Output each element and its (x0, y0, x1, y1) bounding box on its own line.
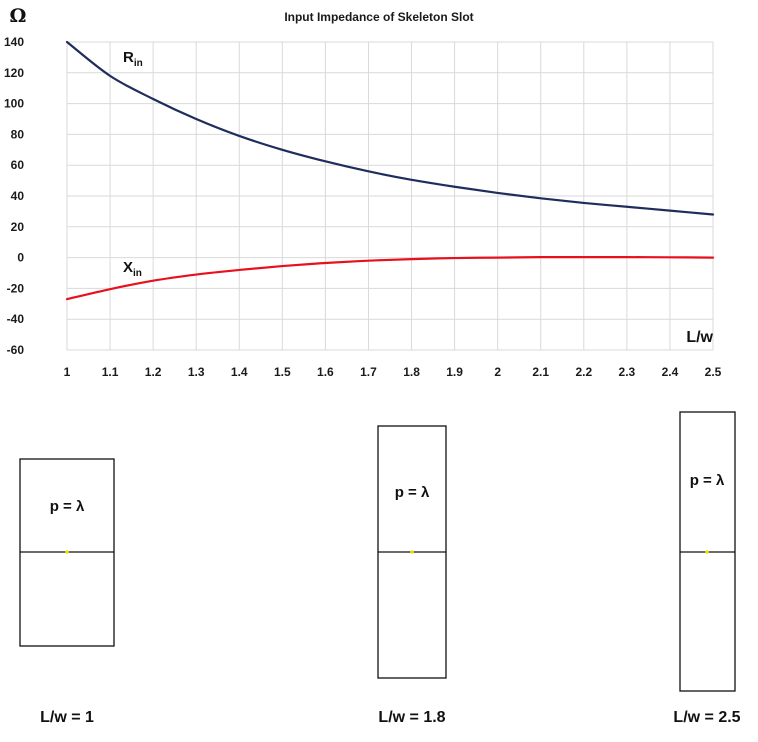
slot-caption: L/w = 1.8 (378, 709, 445, 726)
y-tick-label: 140 (4, 35, 24, 49)
x-axis-label: L/w (686, 329, 713, 346)
x-tick-label: 1.2 (145, 365, 162, 379)
slot-caption: L/w = 1 (40, 709, 94, 726)
x-tick-label: 1.8 (403, 365, 420, 379)
unit-label: Ω (10, 5, 27, 27)
y-tick-label: 20 (11, 220, 25, 234)
x-tick-label: 2.3 (619, 365, 636, 379)
x-tick-label: 1 (64, 365, 71, 379)
y-tick-label: 0 (17, 251, 24, 265)
x-tick-label: 2.2 (575, 365, 592, 379)
y-tick-label: -40 (7, 312, 25, 326)
slot-diagram-2: p = λ L/w = 1.8 (377, 425, 447, 726)
feed-point (705, 550, 709, 554)
y-tick-label: -60 (7, 343, 25, 357)
y-tick-label: 120 (4, 66, 24, 80)
x-tick-label: 1.9 (446, 365, 463, 379)
rin-series-line (65, 40, 715, 216)
impedance-chart: Input Impedance of Skeleton Slot Ω 14012… (4, 5, 722, 379)
y-tick-label: 60 (11, 158, 25, 172)
chart-grid (66, 41, 714, 351)
feed-point (65, 550, 69, 554)
x-tick-label: 2.5 (705, 365, 722, 379)
y-tick-label: -20 (7, 281, 25, 295)
chart-title: Input Impedance of Skeleton Slot (284, 10, 473, 24)
y-axis-ticks: 140 120 100 80 60 40 20 0 -20 -40 -60 (4, 35, 24, 357)
x-tick-label: 1.6 (317, 365, 334, 379)
y-tick-label: 40 (11, 189, 25, 203)
x-tick-label: 2 (494, 365, 501, 379)
slot-label: p = λ (395, 484, 430, 501)
xin-series-line (65, 256, 715, 301)
x-tick-label: 2.1 (532, 365, 549, 379)
rin-series-label: Rin (123, 49, 143, 69)
slot-caption: L/w = 2.5 (673, 709, 740, 726)
xin-series-label: Xin (123, 259, 142, 279)
feed-point (410, 550, 414, 554)
x-tick-label: 2.4 (662, 365, 679, 379)
slot-diagram-1: p = λ L/w = 1 (19, 458, 115, 726)
slot-label: p = λ (690, 472, 725, 489)
x-tick-label: 1.7 (360, 365, 377, 379)
x-axis-ticks: 1 1.1 1.2 1.3 1.4 1.5 1.6 1.7 1.8 1.9 2 2.1 2.2 2.3 2.… (64, 365, 722, 379)
y-tick-label: 100 (4, 97, 24, 111)
y-tick-label: 80 (11, 127, 25, 141)
slot-diagram-3: p = λ L/w = 2.5 (673, 411, 741, 726)
x-tick-label: 1.4 (231, 365, 248, 379)
slot-diagrams: p = λ L/w = 1 p = λ L/w = 1.8 p = λ L/w … (19, 411, 741, 726)
x-tick-label: 1.5 (274, 365, 291, 379)
x-tick-label: 1.3 (188, 365, 205, 379)
series-lines (65, 40, 715, 301)
x-tick-label: 1.1 (102, 365, 119, 379)
slot-label: p = λ (50, 498, 85, 515)
